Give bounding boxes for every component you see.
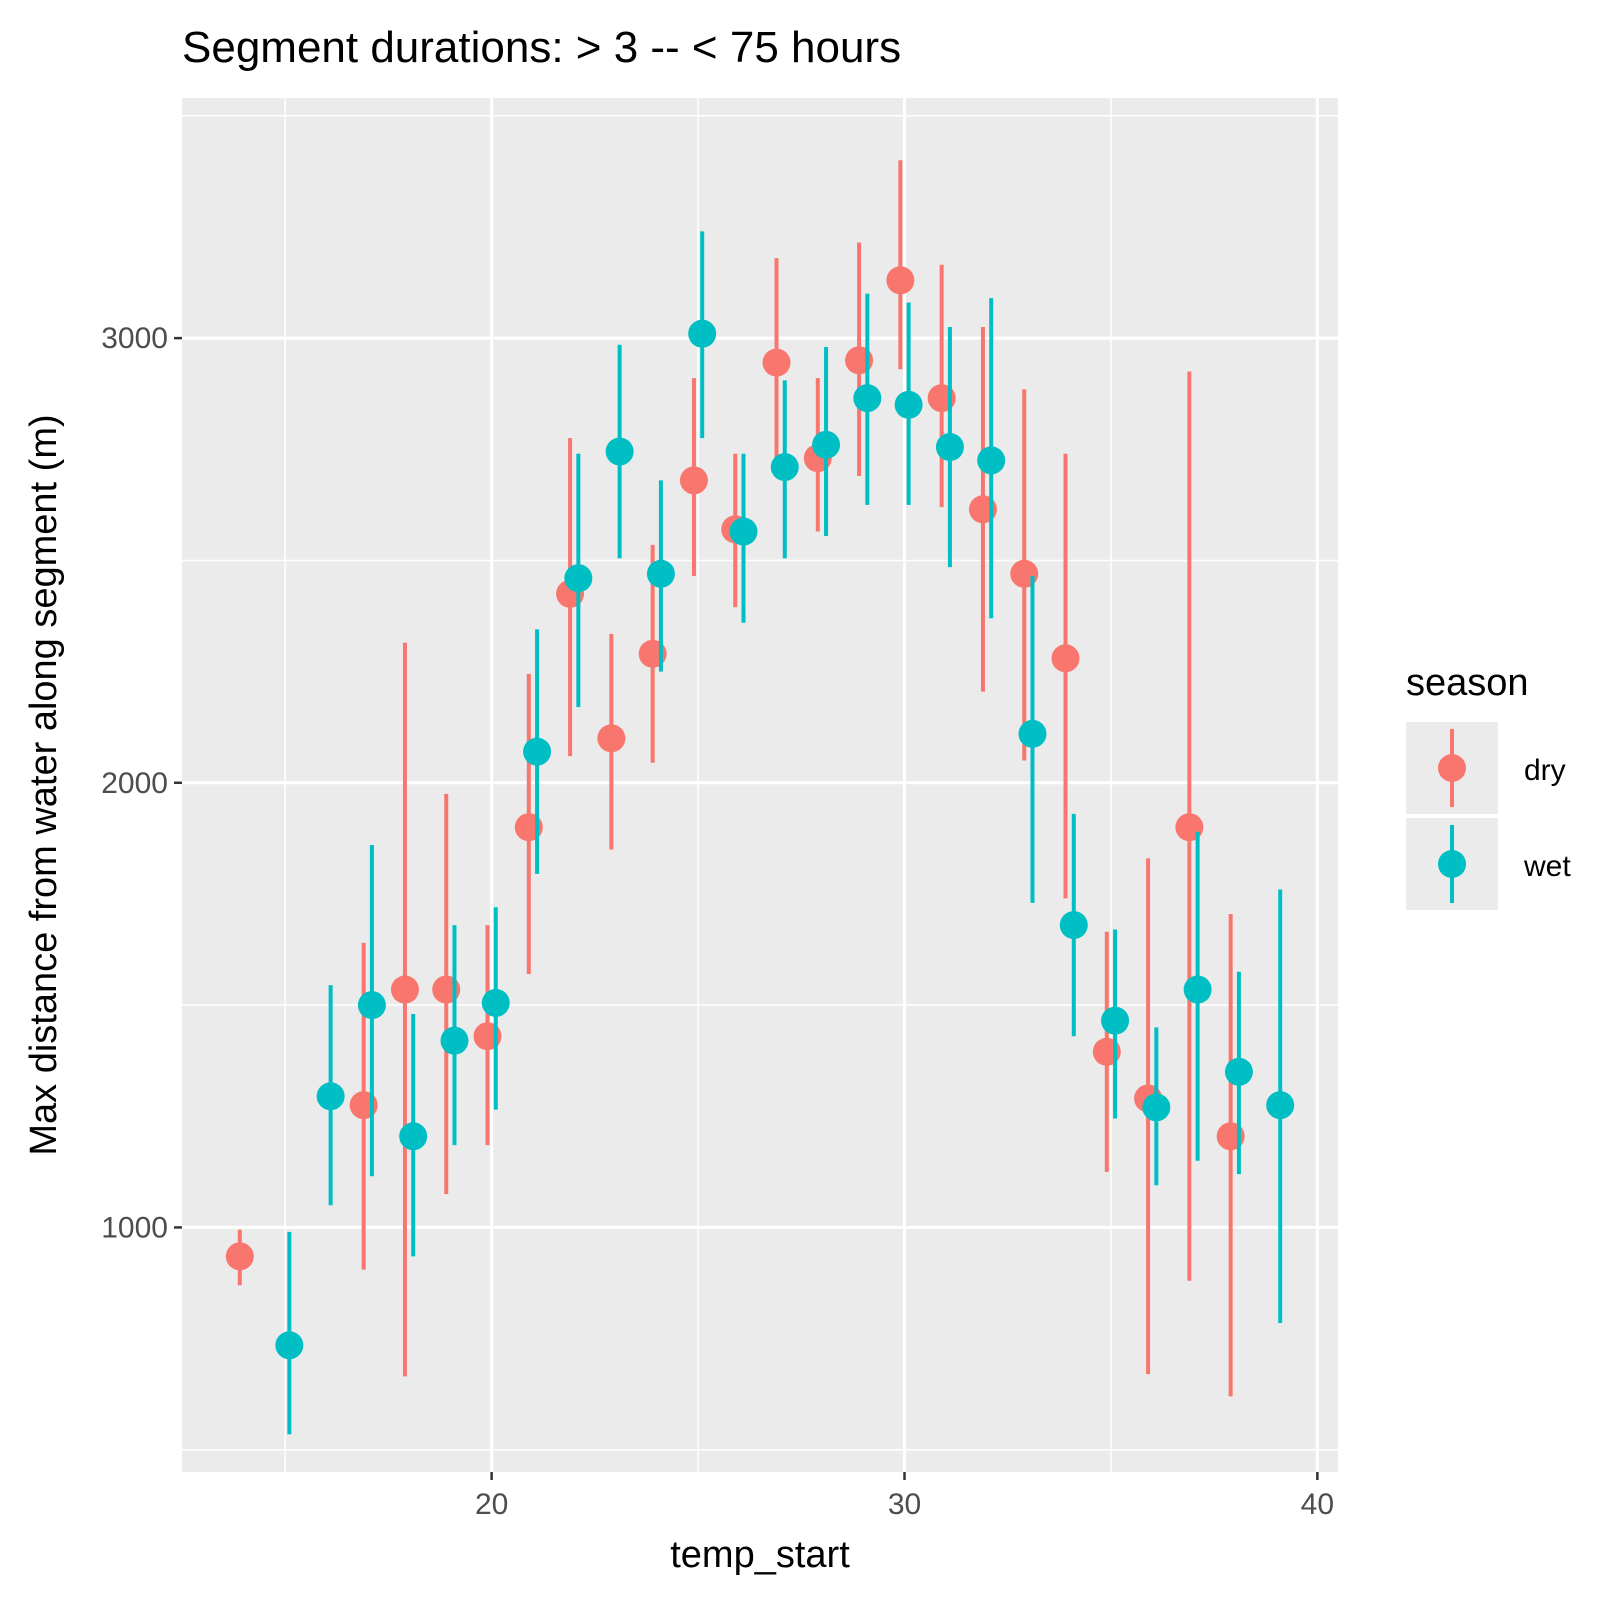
point-dry xyxy=(1051,644,1080,673)
point-wet xyxy=(894,390,923,419)
y-tick-label: 1000 xyxy=(101,1211,168,1244)
legend-key-wet xyxy=(1406,818,1498,910)
point-wet xyxy=(1101,1006,1130,1035)
point-wet xyxy=(564,564,593,593)
point-wet xyxy=(1059,911,1088,940)
chart-title: Segment durations: > 3 -- < 75 hours xyxy=(182,23,901,72)
point-dry xyxy=(390,975,419,1004)
point-wet xyxy=(729,517,758,546)
point-wet xyxy=(481,988,510,1017)
point-wet xyxy=(646,559,675,588)
point-dry xyxy=(762,348,791,377)
plot-panel xyxy=(182,98,1338,1472)
point-wet xyxy=(688,319,717,348)
point-wet xyxy=(1266,1091,1295,1120)
point-dry xyxy=(679,466,708,495)
x-axis: 20 30 40 xyxy=(475,1472,1334,1521)
y-tick-label: 3000 xyxy=(101,322,168,355)
point-wet xyxy=(357,991,386,1020)
point-wet xyxy=(1183,975,1212,1004)
point-wet xyxy=(523,737,552,766)
legend-key-wet-point xyxy=(1438,850,1466,878)
point-wet xyxy=(977,446,1006,475)
point-wet xyxy=(770,453,799,482)
legend-label-dry: dry xyxy=(1524,754,1566,787)
point-wet xyxy=(1224,1057,1253,1086)
x-tick-label: 20 xyxy=(475,1488,508,1521)
point-wet xyxy=(275,1331,304,1360)
legend: season dry wet xyxy=(1406,662,1571,910)
point-wet xyxy=(316,1082,345,1111)
point-wet xyxy=(440,1026,469,1055)
grid-major xyxy=(182,98,1338,1472)
x-tick-label: 40 xyxy=(1301,1488,1334,1521)
point-wet xyxy=(935,433,964,462)
point-wet xyxy=(399,1122,428,1151)
point-wet xyxy=(812,430,841,459)
legend-key-dry xyxy=(1406,722,1498,814)
y-tick-label: 2000 xyxy=(101,767,168,800)
point-dry xyxy=(225,1242,254,1271)
x-tick-label: 30 xyxy=(888,1488,921,1521)
legend-key-dry-point xyxy=(1438,754,1466,782)
y-axis: 1000 2000 3000 xyxy=(101,322,182,1244)
series-wet xyxy=(275,231,1295,1435)
point-wet xyxy=(1018,719,1047,748)
x-axis-label: temp_start xyxy=(670,1534,850,1576)
legend-title: season xyxy=(1406,662,1529,704)
point-wet xyxy=(853,384,882,413)
point-wet xyxy=(605,437,634,466)
point-wet xyxy=(1142,1093,1171,1122)
point-dry xyxy=(886,266,915,295)
y-axis-label: Max distance from water along segment (m… xyxy=(23,414,65,1155)
legend-label-wet: wet xyxy=(1523,850,1571,883)
point-dry xyxy=(597,724,626,753)
